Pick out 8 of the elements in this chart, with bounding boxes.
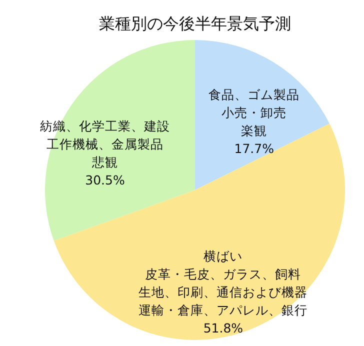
data-label: 30.5% (85, 172, 125, 188)
slice-label: 食品、ゴム製品小売・卸売楽観 (208, 86, 300, 138)
data-label: 17.7% (234, 140, 274, 156)
slice-label: 横ばい皮革・毛皮、ガラス、飼料生地、印刷、通信および機器運輸・倉庫、アパレル、銀行 (138, 248, 308, 318)
chart-title: 業種別の今後半年景気予測 (99, 14, 291, 33)
data-label: 51.8% (203, 320, 244, 336)
slice-label: 紡織、化学工業、建設工作機械、金属製品悲観 (40, 118, 170, 170)
pie-slice (195, 40, 330, 190)
